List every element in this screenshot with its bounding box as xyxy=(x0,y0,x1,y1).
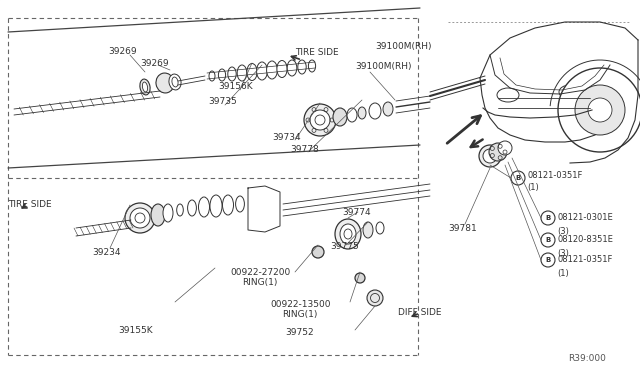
Ellipse shape xyxy=(198,197,209,217)
Text: 08121-0301E: 08121-0301E xyxy=(557,212,612,221)
Ellipse shape xyxy=(355,273,365,283)
Ellipse shape xyxy=(559,85,581,99)
Text: 00922-13500: 00922-13500 xyxy=(270,300,330,309)
Ellipse shape xyxy=(142,82,148,92)
Ellipse shape xyxy=(140,79,150,95)
Text: (3): (3) xyxy=(557,227,569,236)
Ellipse shape xyxy=(163,204,173,222)
Circle shape xyxy=(575,85,625,135)
Ellipse shape xyxy=(177,204,183,216)
Ellipse shape xyxy=(209,71,215,81)
Ellipse shape xyxy=(489,143,507,161)
Text: R39:000: R39:000 xyxy=(568,354,606,363)
Text: 39778: 39778 xyxy=(290,145,319,154)
Text: RING(1): RING(1) xyxy=(242,278,277,287)
Ellipse shape xyxy=(210,195,222,217)
Ellipse shape xyxy=(223,195,234,215)
Ellipse shape xyxy=(367,290,383,306)
Text: 39781: 39781 xyxy=(448,224,477,233)
Ellipse shape xyxy=(497,88,519,102)
Text: 39100M(RH): 39100M(RH) xyxy=(355,62,412,71)
Ellipse shape xyxy=(156,73,174,93)
Ellipse shape xyxy=(498,141,512,155)
Ellipse shape xyxy=(308,60,316,72)
Text: 39156K: 39156K xyxy=(218,82,253,91)
Text: 39269: 39269 xyxy=(140,59,168,68)
Ellipse shape xyxy=(287,60,297,76)
Text: 08121-0351F: 08121-0351F xyxy=(527,170,582,180)
Ellipse shape xyxy=(125,203,155,233)
Ellipse shape xyxy=(267,61,277,79)
Ellipse shape xyxy=(218,69,226,81)
Text: (1): (1) xyxy=(527,183,539,192)
Text: 39775: 39775 xyxy=(330,242,359,251)
Text: 39752: 39752 xyxy=(285,328,314,337)
Text: B: B xyxy=(545,257,550,263)
Ellipse shape xyxy=(312,246,324,258)
Text: 39734: 39734 xyxy=(272,133,301,142)
Ellipse shape xyxy=(310,110,330,130)
Text: 39234: 39234 xyxy=(92,248,120,257)
Ellipse shape xyxy=(369,103,381,119)
Text: 39774: 39774 xyxy=(342,208,371,217)
Text: TIRE SIDE: TIRE SIDE xyxy=(8,200,52,209)
Circle shape xyxy=(541,233,555,247)
Ellipse shape xyxy=(188,200,196,216)
Ellipse shape xyxy=(304,104,336,136)
Text: 00922-27200: 00922-27200 xyxy=(230,268,291,277)
Ellipse shape xyxy=(383,102,393,116)
Ellipse shape xyxy=(247,64,257,80)
Text: B: B xyxy=(545,237,550,243)
Ellipse shape xyxy=(483,149,497,163)
Text: 39735: 39735 xyxy=(208,97,237,106)
Text: (3): (3) xyxy=(557,249,569,258)
Ellipse shape xyxy=(363,222,373,238)
Ellipse shape xyxy=(340,224,356,244)
Ellipse shape xyxy=(335,219,361,249)
Circle shape xyxy=(588,98,612,122)
Text: DIFF SIDE: DIFF SIDE xyxy=(398,308,442,317)
Text: B: B xyxy=(545,215,550,221)
Ellipse shape xyxy=(169,74,181,90)
Text: (1): (1) xyxy=(557,269,569,278)
Ellipse shape xyxy=(358,107,366,119)
Text: 08120-8351E: 08120-8351E xyxy=(557,234,613,244)
Text: RING(1): RING(1) xyxy=(282,310,317,319)
Ellipse shape xyxy=(298,60,306,74)
Ellipse shape xyxy=(237,65,247,81)
Text: 08121-0351F: 08121-0351F xyxy=(557,254,612,263)
Ellipse shape xyxy=(130,208,150,228)
Ellipse shape xyxy=(277,61,287,77)
Text: 39155K: 39155K xyxy=(118,326,152,335)
Ellipse shape xyxy=(257,62,268,80)
Text: B: B xyxy=(515,175,520,181)
Ellipse shape xyxy=(228,67,236,81)
Circle shape xyxy=(541,253,555,267)
Ellipse shape xyxy=(376,222,384,234)
Text: TIRE SIDE: TIRE SIDE xyxy=(295,48,339,57)
Ellipse shape xyxy=(333,108,347,126)
Ellipse shape xyxy=(236,196,244,212)
Circle shape xyxy=(511,171,525,185)
Circle shape xyxy=(541,211,555,225)
Ellipse shape xyxy=(151,204,165,226)
Circle shape xyxy=(558,68,640,152)
Text: 39100M(RH): 39100M(RH) xyxy=(375,42,431,51)
Ellipse shape xyxy=(347,108,357,122)
Text: 39269: 39269 xyxy=(108,47,136,56)
Ellipse shape xyxy=(479,145,501,167)
